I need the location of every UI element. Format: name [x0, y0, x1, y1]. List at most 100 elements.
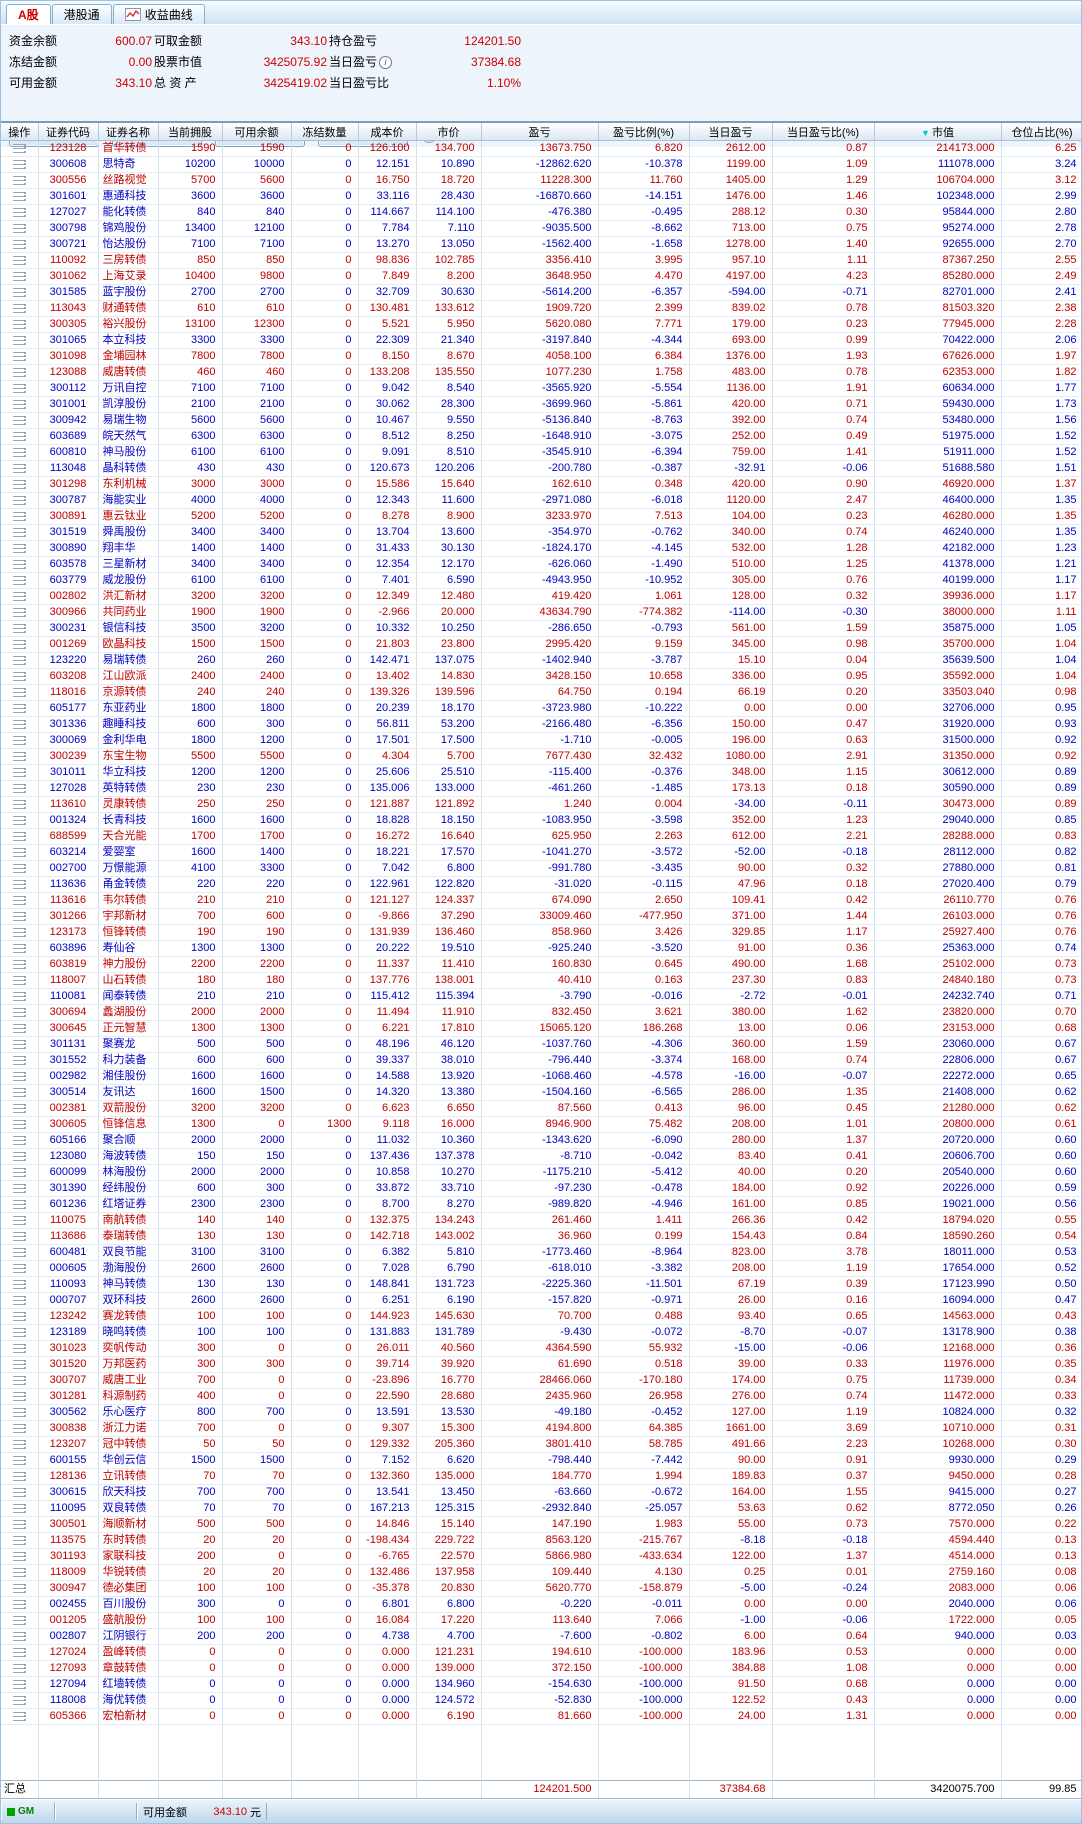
tab-hk-connect[interactable]: 港股通	[51, 4, 112, 24]
row-menu-icon[interactable]	[1, 1244, 39, 1261]
row-menu-icon[interactable]	[1, 1708, 39, 1725]
row-menu-icon[interactable]	[1, 732, 39, 749]
holding-row[interactable]: 300787 海能实业 4000 4000 0 12.343 11.600 -2971.080…	[1, 492, 1081, 509]
holding-row[interactable]: 600481 双良节能 3100 3100 0 6.382 5.810 -1773.460 -8…	[1, 1244, 1081, 1261]
holding-row[interactable]: 300231 银信科技 3500 3200 0 10.332 10.250 -286.650-…	[1, 620, 1081, 637]
holding-row[interactable]: 688599 天合光能 1700 1700 0 16.272 16.640 625.950 2.…	[1, 828, 1081, 845]
holding-row[interactable]: 301390 经纬股份 600 300 0 33.872 33.710 -97.230 -0.4…	[1, 1180, 1081, 1197]
holding-row[interactable]: 301585 蓝宇股份 2700 2700 0 32.709 30.630 -5614.200…	[1, 284, 1081, 301]
holding-row[interactable]: 300305 裕兴股份 13100 12300 0 5.521 5.950 5620.080 7…	[1, 316, 1081, 333]
holding-row[interactable]: 123189 晓鸣转债 100 100 0 131.883 131.789 -9.430 -0.…	[1, 1324, 1081, 1341]
holding-row[interactable]: 301098 金埔园林 7800 7800 0 8.150 8.670 4058.100 6.3…	[1, 348, 1081, 365]
holding-row[interactable]: 300891 惠云钛业 5200 5200 0 8.278 8.900 3233.970 7.5…	[1, 508, 1081, 525]
holding-row[interactable]: 300501 海顺新材 500 500 0 14.846 15.140 147.190 1.98…	[1, 1516, 1081, 1533]
row-menu-icon[interactable]	[1, 1580, 39, 1597]
holding-row[interactable]: 301193 家联科技 200 0 0 -6.765 22.570 5866.980 -433.…	[1, 1548, 1081, 1565]
column-header-day-pl-pct[interactable]: 当日盈亏比(%)	[772, 121, 875, 141]
holding-row[interactable]: 127093 章鼓转债 0 0 0 0.000 139.000 372.150 -100.000…	[1, 1660, 1081, 1677]
row-menu-icon[interactable]	[1, 1228, 39, 1245]
row-menu-icon[interactable]	[1, 1260, 39, 1277]
row-menu-icon[interactable]	[1, 300, 39, 317]
info-icon[interactable]: i	[379, 56, 393, 70]
column-header-avail[interactable]: 可用余额	[222, 121, 292, 141]
row-menu-icon[interactable]	[1, 1004, 39, 1021]
row-menu-icon[interactable]	[1, 332, 39, 349]
holding-row[interactable]: 600810 神马股份 6100 6100 0 9.091 8.510 -3545.910 -6…	[1, 444, 1081, 461]
tab-a-share[interactable]: A股	[6, 4, 51, 24]
holding-row[interactable]: 118008 海优转债 0 0 0 0.000 124.572 -52.830 -100.000…	[1, 1692, 1081, 1709]
row-menu-icon[interactable]	[1, 924, 39, 941]
holding-row[interactable]: 000707 双环科技 2600 2600 0 6.251 6.190 -157.820 -0.…	[1, 1292, 1081, 1309]
holding-row[interactable]: 123088 威唐转债 460 460 0 133.208 135.550 1077.230 1…	[1, 364, 1081, 381]
holding-row[interactable]: 603689 皖天然气 6300 6300 0 8.512 8.250 -1648.910 -3…	[1, 428, 1081, 445]
row-menu-icon[interactable]	[1, 140, 39, 157]
holding-row[interactable]: 123173 恒锋转债 190 190 0 131.939 136.460 858.960 3.…	[1, 924, 1081, 941]
column-header-name[interactable]: 证券名称	[98, 121, 159, 141]
holding-row[interactable]: 301520 万邦医药 300 300 0 39.714 39.920 61.690 0.518…	[1, 1356, 1081, 1373]
column-header-qty[interactable]: 当前拥股	[158, 121, 223, 141]
row-menu-icon[interactable]	[1, 1196, 39, 1213]
column-header-frozen[interactable]: 冻结数量	[291, 121, 359, 141]
row-menu-icon[interactable]	[1, 1532, 39, 1549]
row-menu-icon[interactable]	[1, 540, 39, 557]
row-menu-icon[interactable]	[1, 1548, 39, 1565]
row-menu-icon[interactable]	[1, 636, 39, 653]
holding-row[interactable]: 300838 浙江力诺 700 0 0 9.307 15.300 4194.800 64.385…	[1, 1420, 1081, 1437]
row-menu-icon[interactable]	[1, 572, 39, 589]
row-menu-icon[interactable]	[1, 476, 39, 493]
row-menu-icon[interactable]	[1, 348, 39, 365]
holding-row[interactable]: 110075 南航转债 140 140 0 132.375 134.243 261.460 1.…	[1, 1212, 1081, 1229]
row-menu-icon[interactable]	[1, 1420, 39, 1437]
row-menu-icon[interactable]	[1, 748, 39, 765]
holding-row[interactable]: 113686 泰瑞转债 130 130 0 142.718 143.002 36.960 0.1…	[1, 1228, 1081, 1245]
holding-row[interactable]: 002982 湘佳股份 1600 1600 0 14.588 13.920 -1068.460…	[1, 1068, 1081, 1085]
row-menu-icon[interactable]	[1, 1132, 39, 1149]
holding-row[interactable]: 300608 思特奇 10200 10000 0 12.151 10.890 -12862.6…	[1, 156, 1081, 173]
holding-row[interactable]: 300942 易瑞生物 5600 5600 0 10.467 9.550 -5136.840-…	[1, 412, 1081, 429]
row-menu-icon[interactable]	[1, 556, 39, 573]
row-menu-icon[interactable]	[1, 1676, 39, 1693]
holding-row[interactable]: 127094 红墙转债 0 0 0 0.000 134.960 -154.630 -100.00…	[1, 1676, 1081, 1693]
holding-row[interactable]: 123207 冠中转债 50 50 0 129.332 205.360 3801.410 58.…	[1, 1436, 1081, 1453]
holding-row[interactable]: 300966 共同药业 1900 1900 0 -2.966 20.000 43634.790…	[1, 604, 1081, 621]
row-menu-icon[interactable]	[1, 1372, 39, 1389]
holding-row[interactable]: 301023 奕帆传动 300 0 0 26.011 40.560 4364.590 55.93…	[1, 1340, 1081, 1357]
holding-row[interactable]: 128136 立讯转债 70 70 0 132.360 135.000 184.770 1.99…	[1, 1468, 1081, 1485]
column-header-day-pl[interactable]: 当日盈亏	[689, 121, 773, 141]
holding-row[interactable]: 127024 盈峰转债 0 0 0 0.000 121.231 194.610 -100.000…	[1, 1644, 1081, 1661]
row-menu-icon[interactable]	[1, 1052, 39, 1069]
row-menu-icon[interactable]	[1, 1084, 39, 1101]
row-menu-icon[interactable]	[1, 444, 39, 461]
holding-row[interactable]: 113048 晶科转债 430 430 0 120.673 120.206 -200.780-…	[1, 460, 1081, 477]
holding-row[interactable]: 603896 寿仙谷 1300 1300 0 20.222 19.510 -925.240 -3…	[1, 940, 1081, 957]
row-menu-icon[interactable]	[1, 220, 39, 237]
row-menu-icon[interactable]	[1, 204, 39, 221]
holding-row[interactable]: 605166 聚合顺 2000 2000 0 11.032 10.360 -1343.620-…	[1, 1132, 1081, 1149]
column-header-market-value[interactable]: ▼ 市值	[874, 121, 1002, 141]
column-header-code[interactable]: 证券代码	[38, 121, 99, 141]
holding-row[interactable]: 301298 东利机械 3000 3000 0 15.586 15.640 162.610 0.…	[1, 476, 1081, 493]
holding-row[interactable]: 603819 神力股份 2200 2200 0 11.337 11.410 160.830 0.…	[1, 956, 1081, 973]
row-menu-icon[interactable]	[1, 172, 39, 189]
column-header-cost[interactable]: 成本价	[358, 121, 417, 141]
row-menu-icon[interactable]	[1, 828, 39, 845]
row-menu-icon[interactable]	[1, 940, 39, 957]
holding-row[interactable]: 123242 赛龙转债 100 100 0 144.923 145.630 70.700 0.4…	[1, 1308, 1081, 1325]
row-menu-icon[interactable]	[1, 492, 39, 509]
row-menu-icon[interactable]	[1, 1644, 39, 1661]
row-menu-icon[interactable]	[1, 252, 39, 269]
row-menu-icon[interactable]	[1, 460, 39, 477]
holding-row[interactable]: 600155 华创云信 1500 1500 0 7.152 6.620 -798.440 -7.…	[1, 1452, 1081, 1469]
holding-row[interactable]: 300890 翔丰华 1400 1400 0 31.433 30.130 -1824.170-…	[1, 540, 1081, 557]
row-menu-icon[interactable]	[1, 604, 39, 621]
row-menu-icon[interactable]	[1, 1468, 39, 1485]
holding-row[interactable]: 118009 华锐转债 20 20 0 132.486 137.958 109.440 4.13…	[1, 1564, 1081, 1581]
row-menu-icon[interactable]	[1, 364, 39, 381]
holding-row[interactable]: 300605 恒锋信息 1300 0 1300 9.118 16.000 8946.900 75…	[1, 1116, 1081, 1133]
row-menu-icon[interactable]	[1, 1340, 39, 1357]
holding-row[interactable]: 300112 万讯自控 7100 7100 0 9.042 8.540 -3565.920 -5…	[1, 380, 1081, 397]
row-menu-icon[interactable]	[1, 428, 39, 445]
holding-row[interactable]: 605177 东亚药业 1800 1800 0 20.239 18.170 -3723.980…	[1, 700, 1081, 717]
holding-row[interactable]: 300556 丝路视觉 5700 5600 0 16.750 18.720 11228.300…	[1, 172, 1081, 189]
row-menu-icon[interactable]	[1, 1308, 39, 1325]
